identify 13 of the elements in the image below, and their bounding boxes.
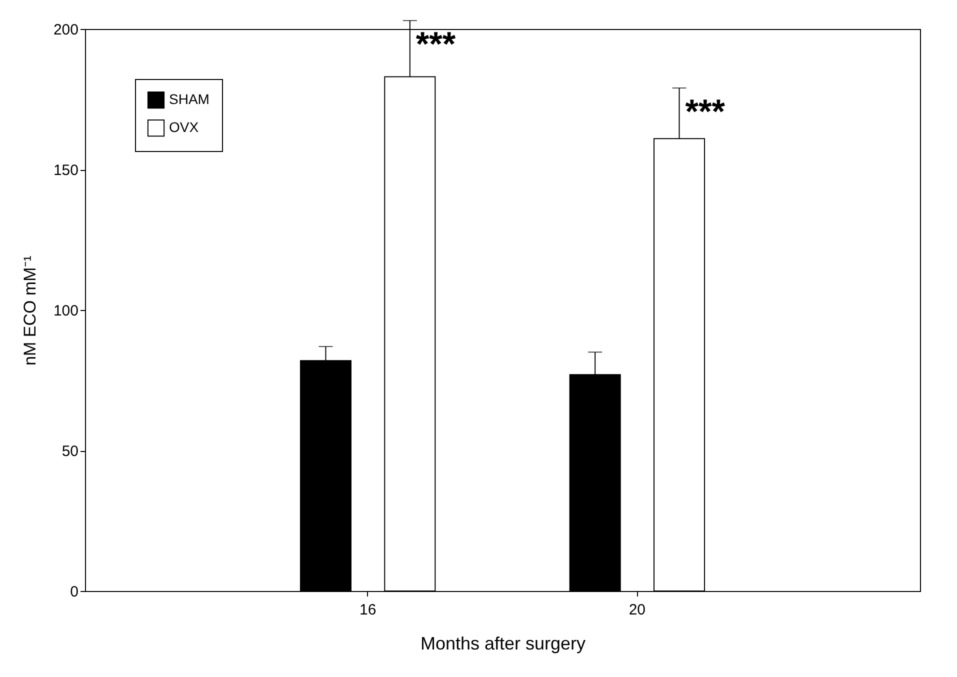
y-tick-label: 100 xyxy=(53,302,78,320)
y-tick-label: 150 xyxy=(53,162,78,179)
x-axis-title: Months after surgery xyxy=(420,634,586,654)
legend-label: SHAM xyxy=(169,91,210,107)
y-axis-title: nM ECO mM⁻¹ xyxy=(20,255,40,366)
y-tick-label: 50 xyxy=(62,443,78,460)
x-tick-label: 20 xyxy=(628,602,646,618)
annotation: *** xyxy=(685,93,726,132)
x-tick-label: 16 xyxy=(359,602,376,618)
y-tick-label: 0 xyxy=(70,584,78,600)
y-tick-label: 200 xyxy=(53,22,78,38)
annotation: *** xyxy=(416,26,456,64)
legend-label: OVX xyxy=(169,119,200,135)
